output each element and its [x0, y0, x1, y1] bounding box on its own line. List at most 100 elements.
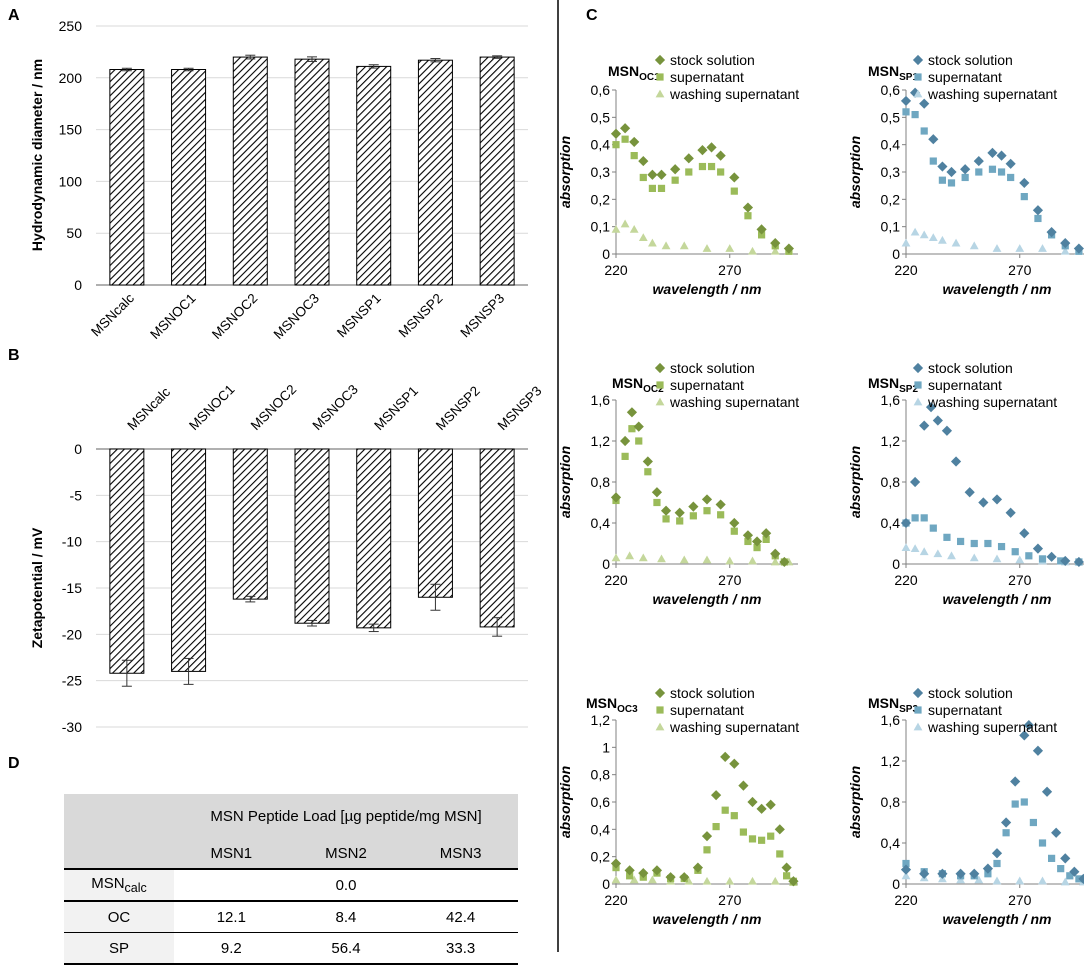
data-point	[742, 202, 754, 213]
data-point	[670, 164, 681, 175]
data-point	[648, 875, 657, 884]
y-tick-label: 0	[602, 246, 610, 262]
data-point	[919, 547, 929, 556]
data-point	[729, 758, 740, 769]
data-point	[721, 806, 729, 814]
data-point	[997, 168, 1006, 176]
data-point	[992, 244, 1002, 252]
y-tick-label: 1,6	[881, 392, 901, 408]
data-point	[1023, 720, 1034, 731]
data-point	[729, 517, 740, 529]
data-point	[911, 514, 919, 522]
y-tick-label: 0,8	[881, 794, 901, 810]
panel-letter-a: A	[8, 7, 20, 24]
y-axis-label: absorption	[847, 446, 863, 518]
x-axis-label: wavelength / nm	[653, 911, 762, 927]
data-point	[767, 832, 775, 840]
x-tick-label: 270	[718, 572, 742, 588]
spectrum-panel-msnsp1: 0 0,1 0,2 0,3 0,4 0,5 0,6 220 270 wavelength / nm…	[847, 52, 1084, 297]
data-point	[919, 230, 929, 239]
data-point	[1078, 873, 1084, 884]
y-tick-label: 0	[602, 556, 610, 572]
row-label-sp: SP	[64, 932, 174, 965]
data-point	[993, 859, 1001, 868]
data-point	[689, 512, 697, 520]
x-tick-label: 270	[718, 892, 742, 908]
table-corner	[64, 794, 174, 838]
bar	[294, 448, 330, 624]
data-point	[717, 511, 725, 519]
data-point	[1019, 177, 1030, 189]
y-tick-label: 0	[892, 876, 900, 892]
data-point	[974, 875, 984, 884]
panel-title: MSNSP3	[868, 695, 918, 715]
y-axis-label: absorption	[557, 136, 573, 208]
spectrum-panel-msnoc1: 0 0,1 0,2 0,3 0,4 0,5 0,6 220 270 wavelength / nm…	[557, 52, 799, 297]
data-point	[701, 494, 713, 505]
data-point	[919, 98, 930, 109]
chart-hydrodynamic-diameter: 0 50 100 150 200 250 Hydrodynamic diameter / n…	[29, 18, 528, 342]
x-tick-label: 270	[1008, 262, 1032, 278]
data-point	[901, 871, 911, 880]
data-point	[661, 241, 671, 250]
data-point	[901, 543, 911, 551]
data-point	[671, 176, 679, 184]
data-point	[1051, 827, 1062, 838]
y-axis-label: absorption	[847, 136, 863, 208]
data-point	[901, 238, 911, 247]
data-point	[937, 868, 948, 879]
data-point	[912, 362, 924, 374]
row-label-msncalc: MSNcalc	[64, 869, 174, 902]
x-tick-label: MSNSP2	[433, 383, 483, 433]
data-point	[1011, 548, 1019, 556]
data-point	[911, 111, 919, 119]
data-point	[929, 157, 937, 165]
data-point	[657, 184, 666, 192]
data-point	[739, 828, 747, 836]
data-point	[679, 872, 690, 883]
data-point	[676, 517, 684, 525]
panel-title: MSNOC2	[612, 375, 664, 395]
data-point	[970, 539, 978, 548]
data-point	[611, 553, 621, 562]
y-tick-label: 1,2	[881, 433, 901, 449]
data-point	[610, 858, 622, 869]
data-point	[925, 402, 937, 413]
data-point	[912, 687, 924, 699]
legend-label: washing supernatant	[669, 719, 799, 735]
data-point	[638, 867, 649, 879]
data-point	[1019, 528, 1030, 539]
data-point	[655, 397, 665, 406]
data-point	[729, 172, 740, 183]
data-point	[1060, 853, 1071, 864]
data-point	[910, 227, 920, 236]
data-point	[620, 219, 630, 228]
data-point	[920, 514, 928, 522]
y-tick-label: 0,3	[591, 164, 611, 180]
data-point	[969, 241, 979, 250]
legend-label: stock solution	[670, 685, 755, 701]
data-point	[996, 150, 1007, 161]
data-point	[1038, 555, 1047, 563]
data-point	[770, 557, 780, 566]
data-point	[725, 244, 735, 252]
y-tick-label: 1,2	[591, 712, 611, 728]
data-point	[1060, 246, 1070, 255]
x-tick-label: MSNOC1	[186, 382, 237, 433]
y-tick-label: 0,4	[591, 137, 611, 153]
data-point	[638, 553, 648, 562]
data-point	[938, 176, 946, 184]
table-row: OC 12.1 8.4 42.4	[64, 901, 518, 933]
data-point	[725, 876, 735, 885]
legend-label: supernatant	[928, 69, 1002, 85]
x-tick-label: MSNSP3	[495, 383, 545, 433]
data-point	[1015, 876, 1025, 885]
data-point	[992, 876, 1002, 885]
x-tick-label: 220	[894, 892, 918, 908]
data-point	[620, 123, 631, 134]
data-point	[783, 872, 791, 880]
data-point	[717, 168, 725, 176]
data-point	[629, 136, 640, 148]
data-point	[929, 524, 937, 532]
